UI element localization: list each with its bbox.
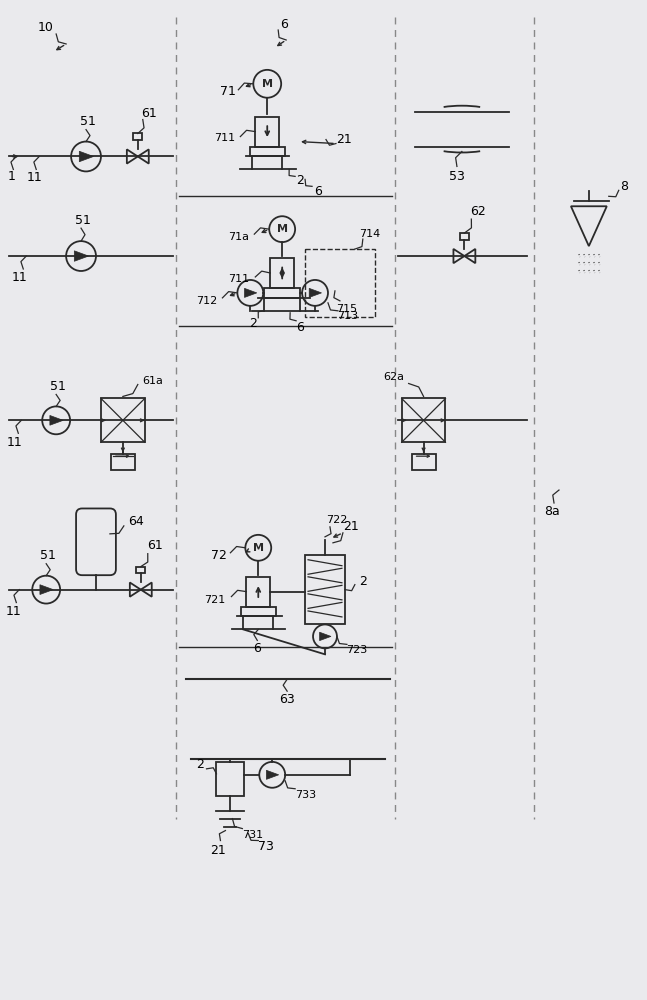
Text: M: M (277, 224, 288, 234)
Text: 51: 51 (80, 115, 96, 128)
Polygon shape (245, 288, 257, 297)
Bar (217, 762, 245, 796)
Text: 63: 63 (280, 693, 295, 706)
Text: 711: 711 (228, 274, 249, 284)
Polygon shape (40, 585, 53, 594)
Bar (241, 607, 276, 616)
Bar (264, 288, 300, 298)
Bar (256, 117, 280, 147)
Text: 61a: 61a (142, 376, 163, 386)
Text: 71a: 71a (228, 232, 249, 242)
Text: 8: 8 (620, 180, 628, 193)
Polygon shape (74, 251, 89, 261)
Text: 1: 1 (7, 170, 16, 183)
Text: 721: 721 (204, 595, 225, 605)
Text: 714: 714 (359, 229, 380, 239)
Text: 6: 6 (280, 18, 288, 31)
Bar (305, 555, 345, 624)
Text: 722: 722 (326, 515, 347, 525)
Bar (247, 577, 270, 607)
Text: 11: 11 (27, 171, 42, 184)
Text: 51: 51 (50, 380, 66, 393)
Text: 2: 2 (197, 758, 204, 771)
Polygon shape (267, 770, 279, 779)
Text: 6: 6 (296, 321, 304, 334)
Text: 712: 712 (196, 296, 217, 306)
Text: M: M (253, 543, 264, 553)
Polygon shape (80, 151, 94, 162)
Bar (101, 398, 145, 442)
Text: 2: 2 (296, 174, 304, 187)
Bar (137, 567, 145, 573)
Text: 71: 71 (221, 85, 236, 98)
Text: 21: 21 (343, 520, 358, 533)
Text: 72: 72 (210, 549, 226, 562)
Text: M: M (262, 79, 273, 89)
Bar (111, 454, 135, 470)
Polygon shape (320, 632, 331, 641)
Text: 53: 53 (449, 170, 465, 183)
Text: 10: 10 (38, 21, 53, 34)
Bar (411, 454, 435, 470)
Bar (305, 249, 375, 317)
Text: 21: 21 (336, 133, 352, 146)
Text: 731: 731 (242, 830, 263, 840)
Text: 61: 61 (141, 107, 157, 120)
Bar (270, 258, 294, 288)
Bar (460, 233, 469, 240)
Text: 61: 61 (147, 539, 162, 552)
Text: 62a: 62a (383, 372, 404, 382)
Text: 21: 21 (210, 844, 226, 857)
Text: 11: 11 (5, 605, 21, 618)
Bar (250, 147, 285, 156)
Text: 6: 6 (254, 642, 261, 655)
Text: 711: 711 (214, 133, 235, 143)
Text: 73: 73 (258, 840, 274, 853)
Text: 62: 62 (470, 205, 486, 218)
Text: 733: 733 (296, 790, 316, 800)
Bar (133, 133, 142, 140)
Polygon shape (50, 415, 63, 425)
Text: 11: 11 (12, 271, 27, 284)
Text: 723: 723 (346, 645, 367, 655)
Text: 715: 715 (336, 304, 357, 314)
Text: 11: 11 (6, 436, 22, 449)
Text: 64: 64 (128, 515, 144, 528)
Text: 8a: 8a (544, 505, 560, 518)
Text: 713: 713 (337, 311, 358, 321)
Bar (402, 398, 446, 442)
Text: 2: 2 (359, 575, 367, 588)
Text: 2: 2 (249, 317, 258, 330)
Text: 6: 6 (314, 185, 322, 198)
Text: 51: 51 (40, 549, 56, 562)
Text: 51: 51 (75, 214, 91, 227)
Polygon shape (309, 288, 322, 297)
